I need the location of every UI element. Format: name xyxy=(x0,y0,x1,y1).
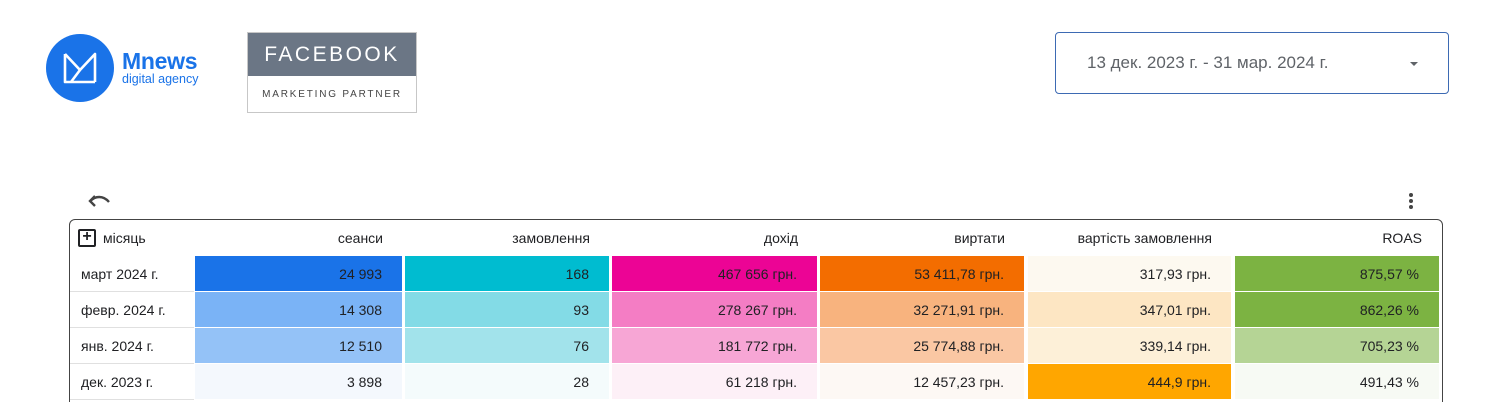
column-header-month[interactable]: місяць xyxy=(70,220,195,256)
spend-cell: 53 411,78 грн. xyxy=(820,256,1024,291)
row-divider xyxy=(70,327,194,328)
sessions-cell: 12 510 xyxy=(195,328,402,363)
table-row: янв. 2024 г. 12 510 76 181 772 грн. 25 7… xyxy=(70,328,1442,364)
partner-badge-subtitle: MARKETING PARTNER xyxy=(262,88,402,100)
logo-subtitle: digital agency xyxy=(122,72,199,86)
sessions-cell: 3 898 xyxy=(195,364,402,399)
month-cell: дек. 2023 г. xyxy=(81,373,154,390)
column-header-sessions[interactable]: сеанси xyxy=(337,230,383,246)
pivot-table: місяць сеанси замовлення дохід виртати в… xyxy=(69,219,1443,402)
column-header-order-cost[interactable]: вартість замовлення xyxy=(1077,230,1212,246)
date-range-picker[interactable]: 13 дек. 2023 г. - 31 мар. 2024 г. xyxy=(1055,32,1449,94)
roas-cell: 862,26 % xyxy=(1235,292,1439,327)
date-range-value: 13 дек. 2023 г. - 31 мар. 2024 г. xyxy=(1087,53,1329,72)
row-divider xyxy=(70,291,194,292)
undo-icon[interactable] xyxy=(88,191,112,209)
row-divider xyxy=(70,399,194,400)
roas-cell: 875,57 % xyxy=(1235,256,1439,291)
mnews-logo-icon xyxy=(46,34,114,102)
month-cell: февр. 2024 г. xyxy=(81,301,166,318)
revenue-cell: 181 772 грн. xyxy=(612,328,817,363)
more-options-icon[interactable] xyxy=(1402,191,1420,211)
column-header-roas[interactable]: ROAS xyxy=(1382,230,1422,246)
revenue-cell: 278 267 грн. xyxy=(612,292,817,327)
column-header-spend[interactable]: виртати xyxy=(954,230,1005,246)
column-header-label: місяць xyxy=(103,230,146,246)
month-cell: янв. 2024 г. xyxy=(81,337,154,354)
order-cost-cell: 317,93 грн. xyxy=(1028,256,1231,291)
column-header-revenue[interactable]: дохід xyxy=(763,230,798,246)
table-header: місяць сеанси замовлення дохід виртати в… xyxy=(70,220,1442,256)
facebook-partner-badge: FACEBOOK MARKETING PARTNER xyxy=(247,32,417,113)
revenue-cell: 61 218 грн. xyxy=(612,364,817,399)
order-cost-cell: 444,9 грн. xyxy=(1028,364,1231,399)
orders-cell: 93 xyxy=(405,292,609,327)
spend-cell: 32 271,91 грн. xyxy=(820,292,1024,327)
spend-cell: 12 457,23 грн. xyxy=(820,364,1024,399)
revenue-cell: 467 656 грн. xyxy=(612,256,817,291)
roas-cell: 491,43 % xyxy=(1235,364,1439,399)
table-row: март 2024 г. 24 993 168 467 656 грн. 53 … xyxy=(70,256,1442,292)
logo-name: Mnews xyxy=(122,48,198,74)
order-cost-cell: 339,14 грн. xyxy=(1028,328,1231,363)
column-header-orders[interactable]: замовлення xyxy=(512,230,590,246)
partner-badge-title: FACEBOOK xyxy=(248,33,416,76)
month-cell: март 2024 г. xyxy=(81,265,159,282)
table-row: дек. 2023 г. 3 898 28 61 218 грн. 12 457… xyxy=(70,364,1442,400)
orders-cell: 76 xyxy=(405,328,609,363)
table-row: февр. 2024 г. 14 308 93 278 267 грн. 32 … xyxy=(70,292,1442,328)
sessions-cell: 24 993 xyxy=(195,256,402,291)
orders-cell: 28 xyxy=(405,364,609,399)
roas-cell: 705,23 % xyxy=(1235,328,1439,363)
orders-cell: 168 xyxy=(405,256,609,291)
expand-plus-icon[interactable] xyxy=(78,229,96,247)
dropdown-caret-icon xyxy=(1410,62,1418,66)
row-divider xyxy=(70,363,194,364)
sessions-cell: 14 308 xyxy=(195,292,402,327)
spend-cell: 25 774,88 грн. xyxy=(820,328,1024,363)
order-cost-cell: 347,01 грн. xyxy=(1028,292,1231,327)
mnews-logo: Mnews digital agency xyxy=(46,34,198,102)
